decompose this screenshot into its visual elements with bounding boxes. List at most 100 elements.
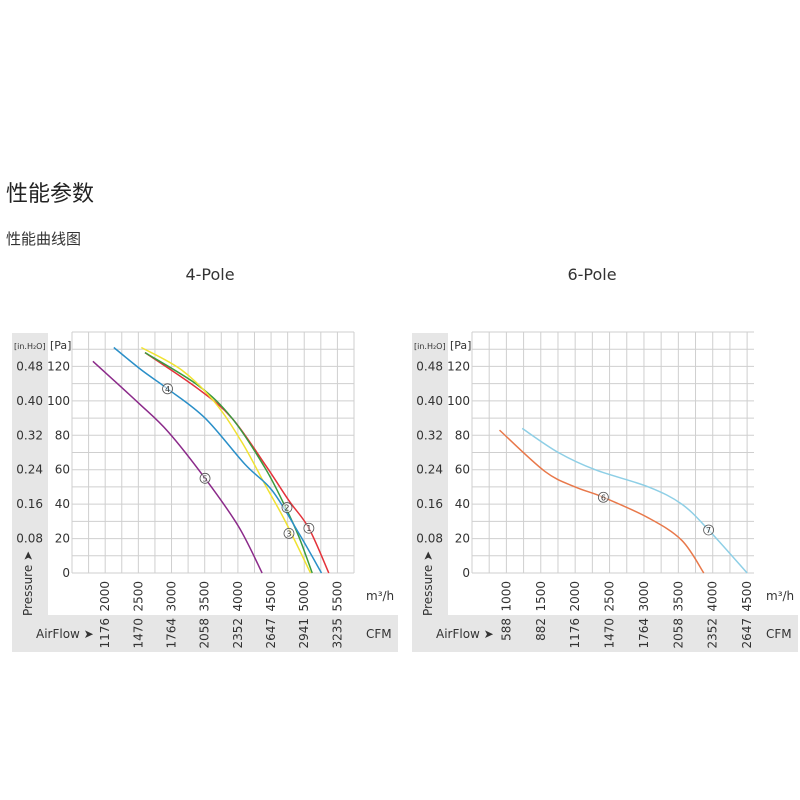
y-tick-inh2o: 0.32	[16, 428, 43, 442]
x-tick-m3h: 2000	[568, 581, 582, 612]
curve-label-7: 7	[706, 526, 711, 535]
y-tick-pa: 20	[455, 532, 470, 546]
airflow-label: AirFlow ➤	[36, 627, 94, 641]
curve-label-marker-5	[199, 472, 211, 484]
x-tick-m3h: 2500	[131, 581, 145, 612]
x-tick-m3h: 3000	[637, 581, 651, 612]
y-unit-pa: [Pa]	[50, 339, 71, 352]
x-tick-cfm: 3235	[330, 618, 344, 649]
page-subtitle: 性能曲线图	[6, 230, 82, 248]
y-tick-pa: 40	[455, 497, 470, 511]
x-tick-m3h: 4500	[264, 581, 278, 612]
airflow-axis-band	[412, 615, 798, 652]
x-tick-m3h: 3000	[165, 581, 179, 612]
y-unit-inh2o: [in.H₂O]	[14, 342, 46, 351]
chart-title-4-pole: 4-Pole	[185, 265, 235, 284]
x-axis-unit-m3h: m³/h	[766, 589, 794, 603]
y-tick-inh2o: 0.24	[16, 463, 43, 477]
curve-label-marker-3	[283, 528, 295, 539]
y-tick-inh2o: 0.16	[16, 497, 43, 511]
curve-1	[144, 352, 330, 574]
x-tick-cfm: 2941	[297, 618, 311, 649]
y-unit-inh2o: [in.H₂O]	[414, 342, 446, 351]
curve-label-2: 2	[284, 504, 289, 513]
y-tick-pa: 100	[47, 394, 70, 408]
x-tick-cfm: 1470	[131, 618, 145, 649]
x-tick-m3h: 5000	[297, 581, 311, 612]
curve-4	[113, 346, 323, 574]
chart-6-pole: [in.H₂O] [Pa] 0 20 40 60 80 100 120 0.08 0.16 0.24 0…	[412, 331, 798, 652]
y-tick-pa: 100	[447, 394, 470, 408]
chart-4-pole: [in.H₂O] [Pa] 0 20 40 60 80 100 120 0.08 0.16 0.24 0…	[12, 331, 398, 652]
page-title: 性能参数	[6, 182, 95, 207]
y-tick-inh2o: 0.08	[16, 532, 43, 546]
x-tick-cfm: 2647	[264, 618, 278, 649]
y-tick-pa: 0	[462, 566, 470, 580]
y-tick-pa: 40	[55, 497, 70, 511]
curve-7	[521, 427, 748, 574]
airflow-axis-band	[12, 615, 398, 652]
x-tick-cfm: 588	[499, 618, 513, 641]
x-tick-m3h: 3500	[671, 581, 685, 612]
curve-label-marker-7	[703, 524, 715, 536]
curve-label-marker-4	[162, 383, 173, 395]
y-tick-inh2o: 0.40	[16, 394, 43, 408]
curve-label-6: 6	[601, 493, 606, 502]
y-tick-inh2o: 0.40	[416, 394, 443, 408]
curve-3	[140, 346, 312, 574]
curve-label-1: 1	[306, 524, 311, 533]
curve-label-marker-2	[281, 502, 293, 513]
x-tick-cfm: 1764	[637, 618, 651, 649]
x-tick-cfm: 2352	[231, 618, 245, 649]
y-tick-pa: 80	[455, 428, 470, 442]
curve-2	[144, 352, 313, 574]
x-tick-cfm: 1176	[98, 618, 112, 649]
x-tick-cfm: 2352	[706, 618, 720, 649]
x-tick-m3h: 1500	[534, 581, 548, 612]
x-tick-m3h: 1000	[499, 581, 513, 612]
curve-label-5: 5	[202, 474, 207, 483]
x-tick-m3h: 4000	[706, 581, 720, 612]
x-tick-cfm: 1176	[568, 618, 582, 649]
y-tick-inh2o: 0.48	[416, 359, 443, 373]
chart-title-6-pole: 6-Pole	[567, 265, 617, 284]
y-tick-pa: 60	[55, 463, 70, 477]
y-tick-pa: 20	[55, 532, 70, 546]
y-axis-label: Pressure ➤	[21, 551, 35, 616]
y-tick-pa: 80	[55, 428, 70, 442]
airflow-label: AirFlow ➤	[436, 627, 494, 641]
x-tick-cfm: 2058	[671, 618, 685, 649]
curve-label-marker-6	[597, 491, 609, 503]
x-axis-unit-cfm: CFM	[766, 627, 792, 641]
x-tick-m3h: 3500	[198, 581, 212, 612]
curve-5	[92, 360, 263, 574]
y-tick-inh2o: 0.48	[16, 359, 43, 373]
y-tick-inh2o: 0.32	[416, 428, 443, 442]
x-tick-m3h: 4000	[231, 581, 245, 612]
y-tick-pa: 120	[447, 359, 470, 373]
curve-label-3: 3	[286, 529, 291, 538]
x-tick-m3h: 2000	[98, 581, 112, 612]
x-tick-cfm: 882	[534, 618, 548, 641]
x-tick-cfm: 2058	[198, 618, 212, 649]
curve-label-marker-1	[303, 522, 315, 534]
x-tick-cfm: 1764	[165, 618, 179, 649]
y-unit-pa: [Pa]	[450, 339, 471, 352]
y-tick-inh2o: 0.16	[416, 497, 443, 511]
y-tick-pa: 120	[47, 359, 70, 373]
y-tick-pa: 0	[62, 566, 70, 580]
x-tick-m3h: 4500	[740, 581, 754, 612]
x-tick-cfm: 2647	[740, 618, 754, 649]
y-tick-inh2o: 0.24	[416, 463, 443, 477]
y-tick-inh2o: 0.08	[416, 532, 443, 546]
x-axis-unit-m3h: m³/h	[366, 589, 394, 603]
x-axis-unit-cfm: CFM	[366, 627, 392, 641]
pressure-axis-band	[412, 333, 448, 652]
x-tick-m3h: 2500	[603, 581, 617, 612]
y-axis-label: Pressure ➤	[421, 551, 435, 616]
pressure-axis-band	[12, 333, 48, 652]
y-tick-pa: 60	[455, 463, 470, 477]
x-tick-m3h: 5500	[330, 581, 344, 612]
x-tick-cfm: 1470	[603, 618, 617, 649]
